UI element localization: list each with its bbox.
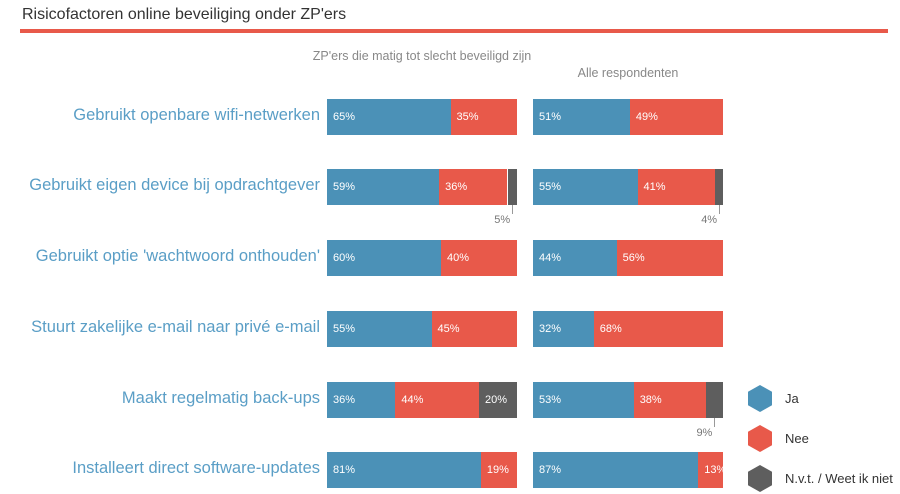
bar-segment-nee: 41%: [637, 169, 716, 205]
title-divider: [20, 29, 888, 33]
bar-segment-nee: 56%: [616, 240, 723, 276]
value-tick: [714, 418, 716, 427]
bar-segment-nee: 35%: [450, 99, 517, 135]
bar-segment-nee: 68%: [593, 311, 723, 347]
chart-title: Risicofactoren online beveiliging onder …: [22, 6, 347, 23]
bar-segment-nee: 38%: [633, 382, 706, 418]
bar-segment-ja: 55%: [533, 169, 638, 205]
bar-segment-ja: 51%: [533, 99, 630, 135]
bar-segment-ja: 60%: [327, 240, 441, 276]
panel-header-1: ZP'ers die matig tot slecht beveiligd zi…: [312, 49, 532, 63]
bar-segment-ja: 53%: [533, 382, 634, 418]
legend-label: Ja: [785, 391, 799, 406]
bar-segment-ja: 87%: [533, 452, 699, 488]
bar-segment-n-v-t-weet-ik-niet: [705, 382, 723, 418]
bar-segment-nee: 13%: [698, 452, 726, 488]
bar-segment-nee: 40%: [441, 240, 517, 276]
bar-segment-ja: 44%: [533, 240, 617, 276]
bar-segment-nee: 36%: [439, 169, 508, 205]
bar-segment-ja: 36%: [327, 382, 396, 418]
bar-segment-ja: 65%: [327, 99, 451, 135]
row-label: Gebruikt openbare wifi-netwerken: [73, 106, 320, 124]
value-label: 5%: [494, 214, 511, 226]
bar-segment-nee: 44%: [395, 382, 479, 418]
bar-segment-ja: 81%: [327, 452, 481, 488]
value-tick: [719, 205, 721, 214]
row-label: Gebruikt eigen device bij opdrachtgever: [29, 176, 320, 194]
bar-segment-nee: 45%: [431, 311, 517, 347]
hexagon-icon: [748, 425, 772, 452]
value-label: 4%: [701, 214, 718, 226]
row-label: Stuurt zakelijke e-mail naar privé e-mai…: [31, 318, 320, 336]
bar-segment-nee: 49%: [629, 99, 723, 135]
bar-segment-ja: 59%: [327, 169, 440, 205]
bar-segment-n-v-t-weet-ik-niet: 20%: [479, 382, 517, 418]
bar-segment-ja: 32%: [533, 311, 594, 347]
value-label: 9%: [696, 427, 713, 439]
legend-label: Nee: [785, 431, 809, 446]
value-tick: [512, 205, 514, 214]
bar-segment-n-v-t-weet-ik-niet: [507, 169, 517, 205]
row-label: Gebruikt optie 'wachtwoord onthouden': [35, 247, 320, 265]
legend-label: N.v.t. / Weet ik niet: [785, 471, 893, 486]
hexagon-icon: [748, 465, 772, 492]
bar-segment-nee: 19%: [480, 452, 517, 488]
panel-header-2: Alle respondenten: [577, 66, 679, 80]
hexagon-icon: [748, 385, 772, 412]
bar-segment-n-v-t-weet-ik-niet: [715, 169, 723, 205]
row-label: Installeert direct software-updates: [72, 459, 320, 477]
bar-segment-ja: 55%: [327, 311, 432, 347]
row-label: Maakt regelmatig back-ups: [121, 389, 320, 407]
